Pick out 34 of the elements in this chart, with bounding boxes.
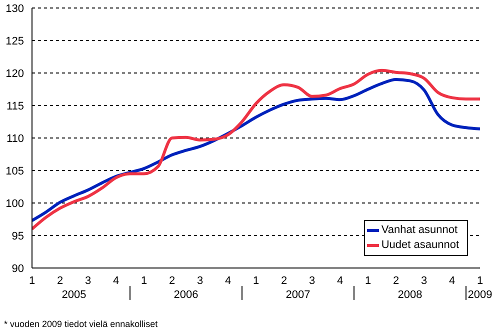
text: * vuoden 2009 tiedot vielä ennakolliset — [4, 319, 158, 329]
x-tick-label: 2 — [392, 274, 400, 287]
x-tick-label: 1 — [28, 274, 36, 287]
text: 2009 — [468, 289, 492, 301]
y-tick-label: 100 — [6, 198, 24, 210]
x-tick-label: 4 — [112, 274, 120, 287]
x-tick-label: 2 — [56, 274, 64, 287]
legend-label: Vanhat asunnot — [381, 223, 458, 238]
y-tick-label: 115 — [6, 100, 24, 112]
y-tick-label: 105 — [6, 165, 24, 178]
y-tick-label: 110 — [6, 132, 24, 145]
text: 2007 — [286, 289, 310, 301]
x-tick-label: 4 — [336, 274, 344, 287]
text: 2006 — [174, 289, 198, 301]
text: 2005 — [62, 289, 86, 301]
x-tick-label: 4 — [448, 274, 456, 287]
y-tick-label: 95 — [12, 230, 24, 242]
x-tick-label: 3 — [308, 274, 316, 287]
y-tick-label: 130 — [6, 2, 24, 15]
x-tick-label: 2 — [280, 274, 288, 287]
x-tick-label: 4 — [224, 274, 232, 287]
x-tick-label: 3 — [420, 274, 428, 287]
x-tick-label: 1 — [140, 274, 148, 287]
legend-label: Uudet asaunnot — [381, 238, 459, 253]
x-tick-label: 1 — [252, 274, 260, 287]
y-tick-label: 125 — [6, 35, 24, 48]
x-tick-label: 1 — [476, 274, 484, 287]
x-tick-label: 2 — [168, 274, 176, 287]
text: 2008 — [398, 289, 422, 301]
x-tick-label: 3 — [196, 274, 204, 287]
x-tick-label: 3 — [84, 274, 92, 287]
y-tick-label: 90 — [12, 262, 24, 275]
x-tick-label: 1 — [364, 274, 372, 287]
y-tick-label: 120 — [6, 68, 24, 80]
